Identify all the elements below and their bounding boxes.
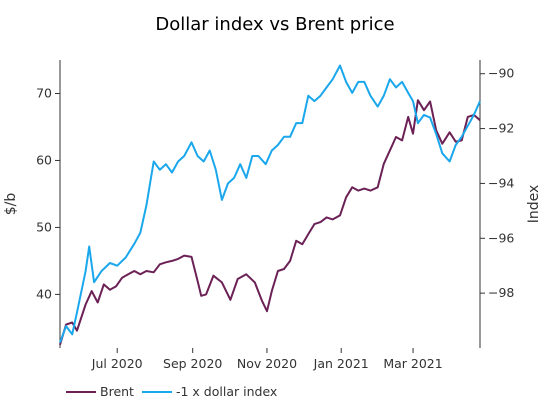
legend-entry-label: Brent <box>100 384 134 399</box>
y-left-tick-label: 50 <box>36 219 52 234</box>
chart-title: Dollar index vs Brent price <box>155 14 394 35</box>
series-line-brent <box>59 99 481 345</box>
y-right-tick-label: −90 <box>488 66 514 81</box>
x-tick-label: Nov 2020 <box>237 356 297 371</box>
legend: Brent -1 x dollar index <box>66 384 277 399</box>
y-right-tick-label: −96 <box>488 230 514 245</box>
x-tick-label: Mar 2021 <box>383 356 442 371</box>
y-right-tick-label: −94 <box>488 175 514 190</box>
y-right-tick-label: −92 <box>488 121 514 136</box>
y-axis-right-label: Index <box>526 185 542 224</box>
x-tick-label: Jan 2021 <box>313 356 369 371</box>
chart-axes: Jul 2020 Sep 2020 Nov 2020 Jan 2021 Mar 2021… <box>36 60 514 371</box>
plot-area <box>59 64 481 345</box>
y-left-tick-label: 70 <box>36 85 52 100</box>
y-left-tick-label: 40 <box>36 286 52 301</box>
y-left-tick-label: 60 <box>36 152 52 167</box>
x-tick-label: Jul 2020 <box>91 356 143 371</box>
series-line-dollar-index <box>59 64 481 343</box>
legend-entry-label: -1 x dollar index <box>176 384 277 399</box>
x-tick-label: Sep 2020 <box>163 356 222 371</box>
y-axis-left-label: $/b <box>3 193 19 216</box>
y-right-tick-label: −98 <box>488 285 514 300</box>
